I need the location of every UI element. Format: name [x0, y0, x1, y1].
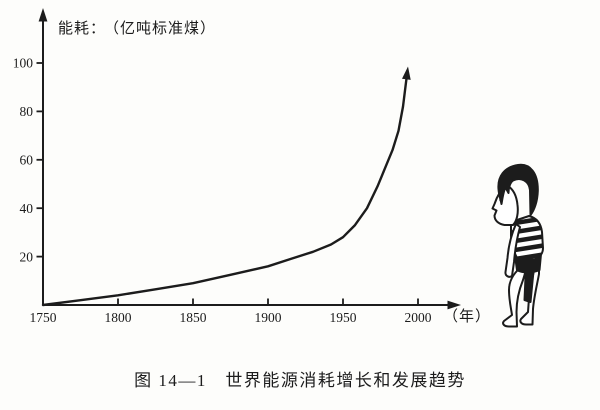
- x-tick-label: 1900: [255, 310, 282, 325]
- y-axis-ticks: [36, 62, 44, 258]
- child-front-leg: [502, 267, 527, 328]
- energy-chart: 20 40 60 80 100 1750 1800 1850 1900 1950…: [13, 8, 482, 325]
- x-tick-label: 1850: [180, 310, 207, 325]
- y-tick-label: 20: [20, 250, 34, 265]
- energy-curve: [41, 78, 408, 307]
- y-tick-label: 80: [20, 104, 34, 119]
- x-tick-label: 2000: [405, 310, 432, 325]
- child-arm: [504, 223, 521, 278]
- y-tick-label: 60: [20, 153, 34, 168]
- y-tick-label: 100: [13, 56, 34, 71]
- figure-caption: 图 14—1 世界能源消耗增长和发展趋势: [134, 371, 466, 390]
- y-tick-label: 40: [20, 201, 34, 216]
- x-axis-ticks: [117, 298, 419, 305]
- x-tick-label: 1800: [105, 310, 132, 325]
- x-tick-label: 1950: [330, 310, 357, 325]
- x-axis-unit-label: （年）: [443, 308, 482, 325]
- child-watching-chart-icon: [491, 163, 544, 328]
- child-hair: [497, 163, 539, 216]
- x-tick-label: 1750: [30, 310, 57, 325]
- x-axis-arrowhead-icon: [447, 300, 461, 310]
- y-axis-title: 能耗：: [58, 20, 106, 37]
- y-axis-unit-label: （亿吨标准煤）: [104, 20, 216, 37]
- y-axis-arrowhead-icon: [38, 8, 48, 22]
- curve-arrowhead-icon: [402, 66, 411, 80]
